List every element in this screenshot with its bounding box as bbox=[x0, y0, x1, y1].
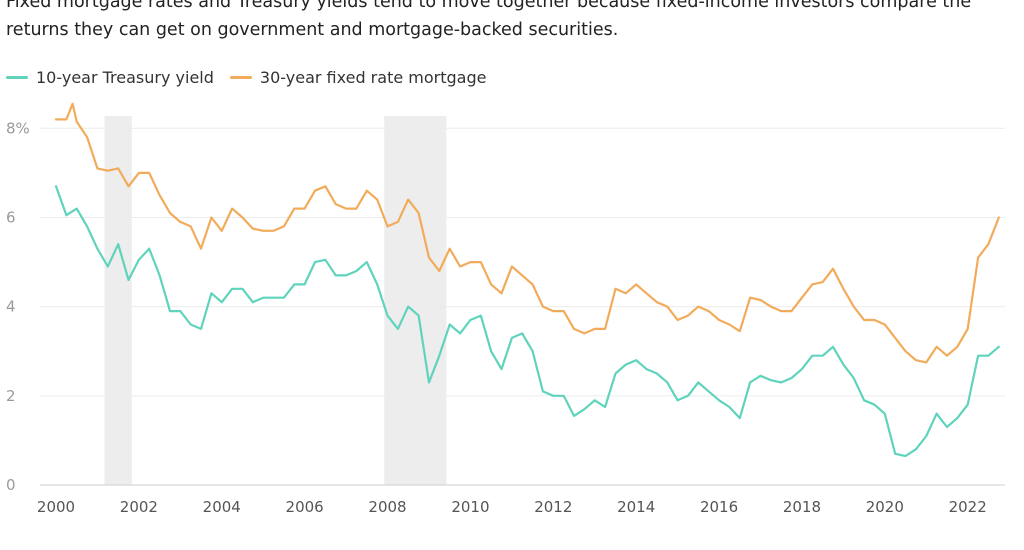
legend: 10-year Treasury yield 30-year fixed rat… bbox=[6, 68, 502, 87]
y-tick-label: 0 bbox=[6, 476, 16, 494]
y-tick-label: 4 bbox=[6, 298, 16, 316]
legend-swatch-treasury bbox=[6, 76, 28, 79]
recession-band-1 bbox=[384, 116, 447, 485]
x-tick-label: 2014 bbox=[617, 498, 655, 516]
x-tick-label: 2004 bbox=[203, 498, 241, 516]
y-tick-label: 6 bbox=[6, 208, 16, 226]
x-tick-label: 2018 bbox=[783, 498, 821, 516]
legend-item-treasury: 10-year Treasury yield bbox=[6, 68, 214, 87]
y-tick-label: 8% bbox=[6, 119, 30, 137]
x-tick-label: 2002 bbox=[120, 498, 158, 516]
x-tick-label: 2010 bbox=[451, 498, 489, 516]
chart-subtitle: Fixed mortgage rates and Treasury yields… bbox=[6, 0, 972, 40]
x-tick-label: 2012 bbox=[534, 498, 572, 516]
legend-item-mortgage: 30-year fixed rate mortgage bbox=[229, 68, 487, 87]
x-tick-label: 2016 bbox=[700, 498, 738, 516]
legend-swatch-mortgage bbox=[229, 76, 252, 79]
x-tick-label: 2022 bbox=[949, 498, 987, 516]
x-axis-ticks: 2000 2002 2004 2006 2008 2010 2012 2014 2016 2018… bbox=[37, 498, 987, 516]
series-line-mortgage bbox=[54, 102, 1000, 364]
gridlines bbox=[40, 127, 1005, 486]
x-tick-label: 2006 bbox=[286, 498, 324, 516]
y-tick-label: 2 bbox=[6, 387, 16, 405]
recession-bands bbox=[104, 116, 447, 485]
recession-band-0 bbox=[104, 116, 132, 485]
x-tick-label: 2020 bbox=[866, 498, 904, 516]
legend-label-mortgage: 30-year fixed rate mortgage bbox=[259, 68, 487, 87]
x-tick-label: 2000 bbox=[37, 498, 75, 516]
legend-label-treasury: 10-year Treasury yield bbox=[36, 68, 214, 87]
y-axis-ticks: 0 2 4 6 8% bbox=[6, 119, 30, 494]
series-lines bbox=[54, 102, 1000, 458]
series-line-treasury bbox=[54, 185, 1000, 458]
x-tick-label: 2008 bbox=[368, 498, 406, 516]
